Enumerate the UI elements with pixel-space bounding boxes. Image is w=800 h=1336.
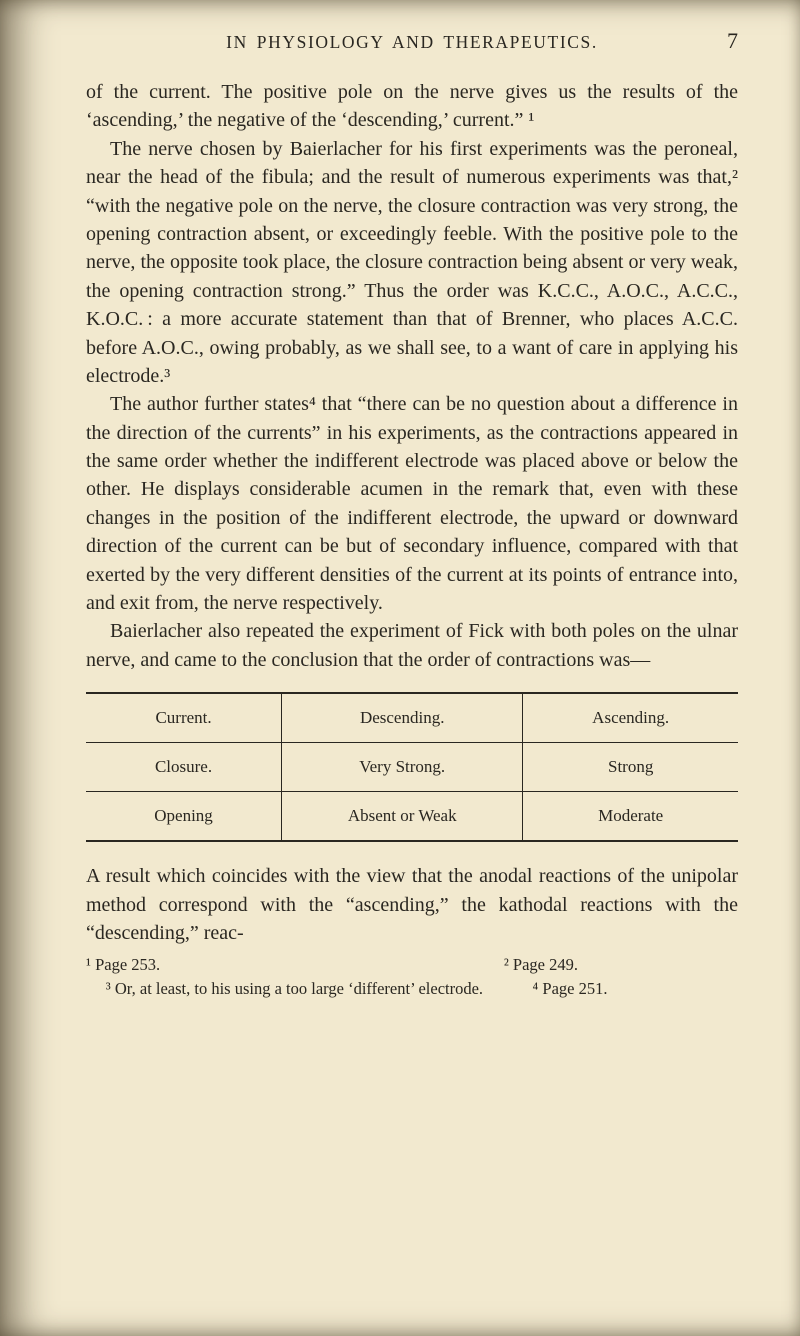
running-head: IN PHYSIOLOGY AND THERAPEUTICS.	[114, 32, 710, 53]
table-header-cell: Current.	[86, 693, 282, 743]
footnote-row-1: ¹ Page 253. ² Page 249.	[86, 953, 738, 977]
footnote-3-4: ³ Or, at least, to his using a too large…	[86, 977, 738, 1001]
paragraph-3: The author further states⁴ that “there c…	[86, 390, 738, 617]
footnote-1: ¹ Page 253.	[86, 953, 160, 977]
footnote-2: ² Page 249.	[504, 953, 578, 977]
footnotes: ¹ Page 253. ² Page 249. ³ Or, at least, …	[86, 953, 738, 1001]
table-header-row: Current. Descending. Ascending.	[86, 693, 738, 743]
paragraph-2: The nerve chosen by Baierlacher for his …	[86, 135, 738, 391]
table-cell: Opening	[86, 792, 282, 842]
page-container: IN PHYSIOLOGY AND THERAPEUTICS. 7 of the…	[0, 0, 800, 1041]
table-cell: Strong	[523, 743, 738, 792]
table-cell: Moderate	[523, 792, 738, 842]
table-cell: Very Strong.	[282, 743, 523, 792]
contractions-table: Current. Descending. Ascending. Closure.…	[86, 692, 738, 842]
page-number: 7	[710, 28, 738, 54]
paragraph-1: of the current. The positive pole on the…	[86, 78, 738, 135]
table-row: Closure. Very Strong. Strong	[86, 743, 738, 792]
table-header-cell: Ascending.	[523, 693, 738, 743]
page-header: IN PHYSIOLOGY AND THERAPEUTICS. 7	[86, 28, 738, 54]
table-row: Opening Absent or Weak Moderate	[86, 792, 738, 842]
paragraph-5: A result which coincides with the view t…	[86, 862, 738, 947]
table-header-cell: Descending.	[282, 693, 523, 743]
table-cell: Closure.	[86, 743, 282, 792]
table-cell: Absent or Weak	[282, 792, 523, 842]
paragraph-4: Baierlacher also repeated the experiment…	[86, 617, 738, 674]
